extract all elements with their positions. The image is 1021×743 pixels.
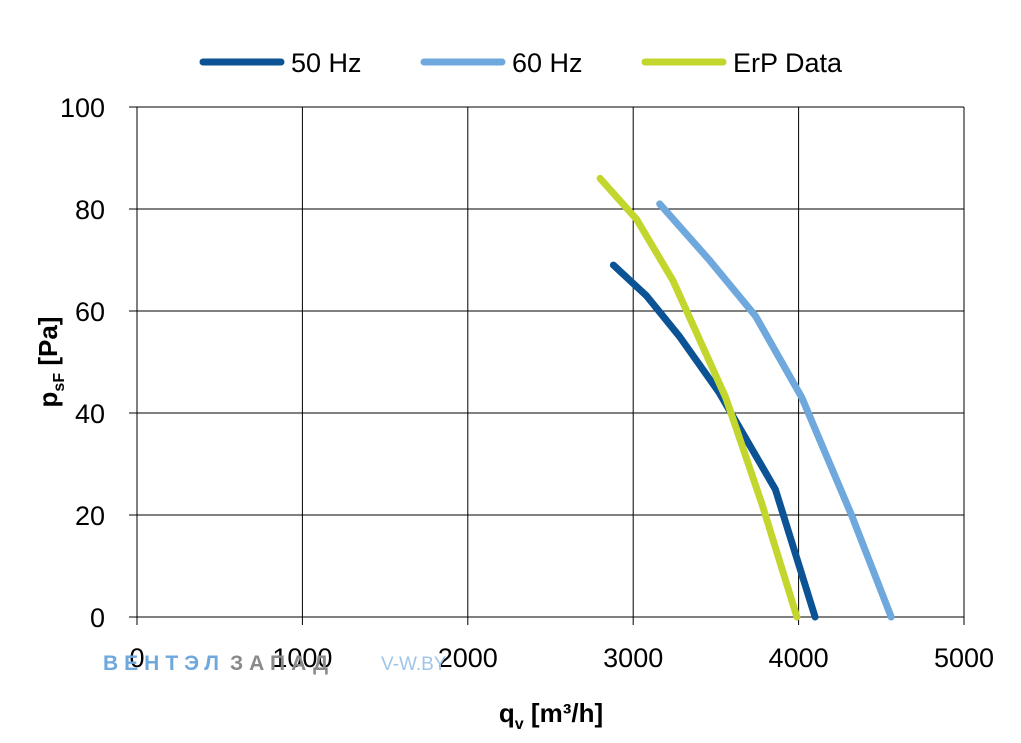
series-line-erp-data — [596, 174, 801, 621]
legend: 50 Hz 60 Hz ErP Data — [199, 48, 843, 78]
y-tick-label: 80 — [75, 195, 105, 225]
legend-label-50-hz: 50 Hz — [291, 48, 362, 78]
y-axis-title-sub: sF — [51, 373, 68, 392]
y-tick-label: 60 — [75, 297, 105, 327]
watermark-part1: ВЕНТЭЛ — [103, 652, 225, 675]
x-tick-label: 4000 — [769, 643, 829, 673]
series-line-50-hz — [609, 261, 819, 621]
grid — [129, 106, 965, 625]
x-tick-label: 1000 — [272, 643, 332, 673]
series-line-60-hz — [656, 200, 895, 621]
y-tick-label: 0 — [90, 603, 105, 633]
y-axis-title-main: p — [33, 392, 63, 408]
x-axis-title-rest: [m³/h] — [524, 698, 603, 728]
y-tick-label: 40 — [75, 399, 105, 429]
y-axis-title: psF [Pa] — [33, 317, 68, 408]
x-axis-ticks: 0 1000 2000 3000 4000 5000 — [129, 643, 994, 673]
x-tick-label: 3000 — [603, 643, 663, 673]
y-tick-label: 20 — [75, 501, 105, 531]
x-tick-label: 0 — [129, 643, 144, 673]
legend-label-60-hz: 60 Hz — [512, 48, 583, 78]
x-tick-label: 5000 — [934, 643, 994, 673]
x-axis-title-sub: v — [515, 716, 524, 733]
series-lines — [596, 174, 895, 621]
x-axis-title-main: q — [499, 698, 515, 728]
x-tick-label: 2000 — [438, 643, 498, 673]
legend-label-erp-data: ErP Data — [733, 48, 843, 78]
y-tick-label: 100 — [60, 93, 105, 123]
watermark-part2: ЗАПАД — [230, 652, 334, 675]
watermark: ВЕНТЭЛ ЗАПАД V-W.BY — [103, 652, 447, 675]
y-axis-title-rest: [Pa] — [33, 317, 63, 373]
y-axis-ticks: 0 20 40 60 80 100 — [60, 93, 105, 633]
x-axis-title: qv [m³/h] — [499, 698, 603, 733]
watermark-part3: V-W.BY — [381, 654, 447, 675]
